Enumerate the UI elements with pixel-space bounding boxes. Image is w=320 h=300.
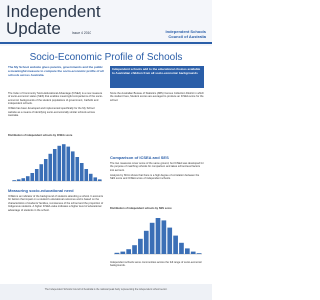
column: The two measures cover some of the same … (110, 162, 204, 206)
bar (25, 176, 30, 181)
chart (114, 218, 202, 255)
paragraph: ICSEA has been developed and implemented… (8, 107, 95, 117)
bar (43, 159, 48, 181)
bar (120, 251, 126, 254)
paragraph: The Index of Community Socio-Educational… (8, 92, 103, 106)
paragraph: The two measures cover some of the same … (110, 162, 204, 172)
bar (39, 164, 44, 181)
chart-title: Distribution of independent schools by I… (8, 134, 73, 137)
bar (114, 252, 120, 254)
header: Independent Update Issue 4 2010 Independ… (0, 0, 212, 46)
bar (84, 169, 89, 181)
bar (143, 230, 149, 254)
org: Independent Schools (165, 29, 206, 34)
bar (61, 144, 66, 181)
footer: The Independent Schools Council of Austr… (0, 284, 212, 300)
rule (0, 42, 212, 44)
bar (75, 157, 80, 181)
page: Independent Update Issue 4 2010 Independ… (0, 0, 212, 300)
bar (21, 178, 26, 181)
paragraph: Since the Australian Bureau of Statistic… (110, 92, 204, 102)
bar (190, 251, 196, 254)
callout: Independent schools add to the education… (110, 66, 204, 88)
paragraph: ICSEA is an indicator of the background … (8, 195, 104, 212)
bar (155, 218, 161, 254)
title: Independent (6, 3, 101, 20)
bar (48, 153, 53, 181)
bar (167, 227, 173, 254)
bar (88, 173, 93, 181)
bar (173, 235, 178, 254)
column: ICSEA is an indicator of the background … (8, 195, 104, 275)
column: The Index of Community Socio-Educational… (8, 92, 104, 132)
intro: The My School website gives parents, gov… (8, 66, 104, 77)
bar (184, 248, 190, 254)
paragraph: Independent schools serve communities ac… (110, 261, 202, 268)
heading: Comparison of ICSEA and SES (110, 155, 169, 160)
bar (138, 238, 143, 254)
bar (179, 242, 184, 254)
issue: Issue 4 2010 (72, 31, 92, 35)
bar (16, 179, 21, 181)
title: Update (6, 20, 61, 37)
footer-text: The Independent Schools Council of Austr… (44, 288, 168, 291)
bar (79, 163, 84, 181)
bar (66, 146, 71, 181)
bar (52, 149, 57, 181)
bar (196, 253, 202, 254)
column: Since the Australian Bureau of Statistic… (110, 92, 204, 152)
bar (12, 180, 17, 181)
bar (70, 151, 75, 181)
heading: Measuring socio-educational need (8, 188, 74, 193)
bar (30, 173, 35, 181)
bar (93, 177, 98, 181)
column: Independent schools serve communities ac… (110, 261, 204, 281)
chart-title: Distribution of independent schools by S… (110, 207, 172, 210)
article-title: Socio-Economic Profile of Schools (29, 52, 183, 63)
chart (12, 144, 102, 182)
bar (57, 145, 62, 181)
paragraph: Analysis by ISCA shows that there is a h… (110, 173, 200, 181)
bar (161, 220, 167, 254)
bar (149, 222, 155, 254)
bar (132, 245, 137, 254)
org: Council of Australia (168, 34, 206, 39)
bar (126, 249, 132, 254)
bar (97, 179, 102, 181)
bar (34, 169, 39, 181)
